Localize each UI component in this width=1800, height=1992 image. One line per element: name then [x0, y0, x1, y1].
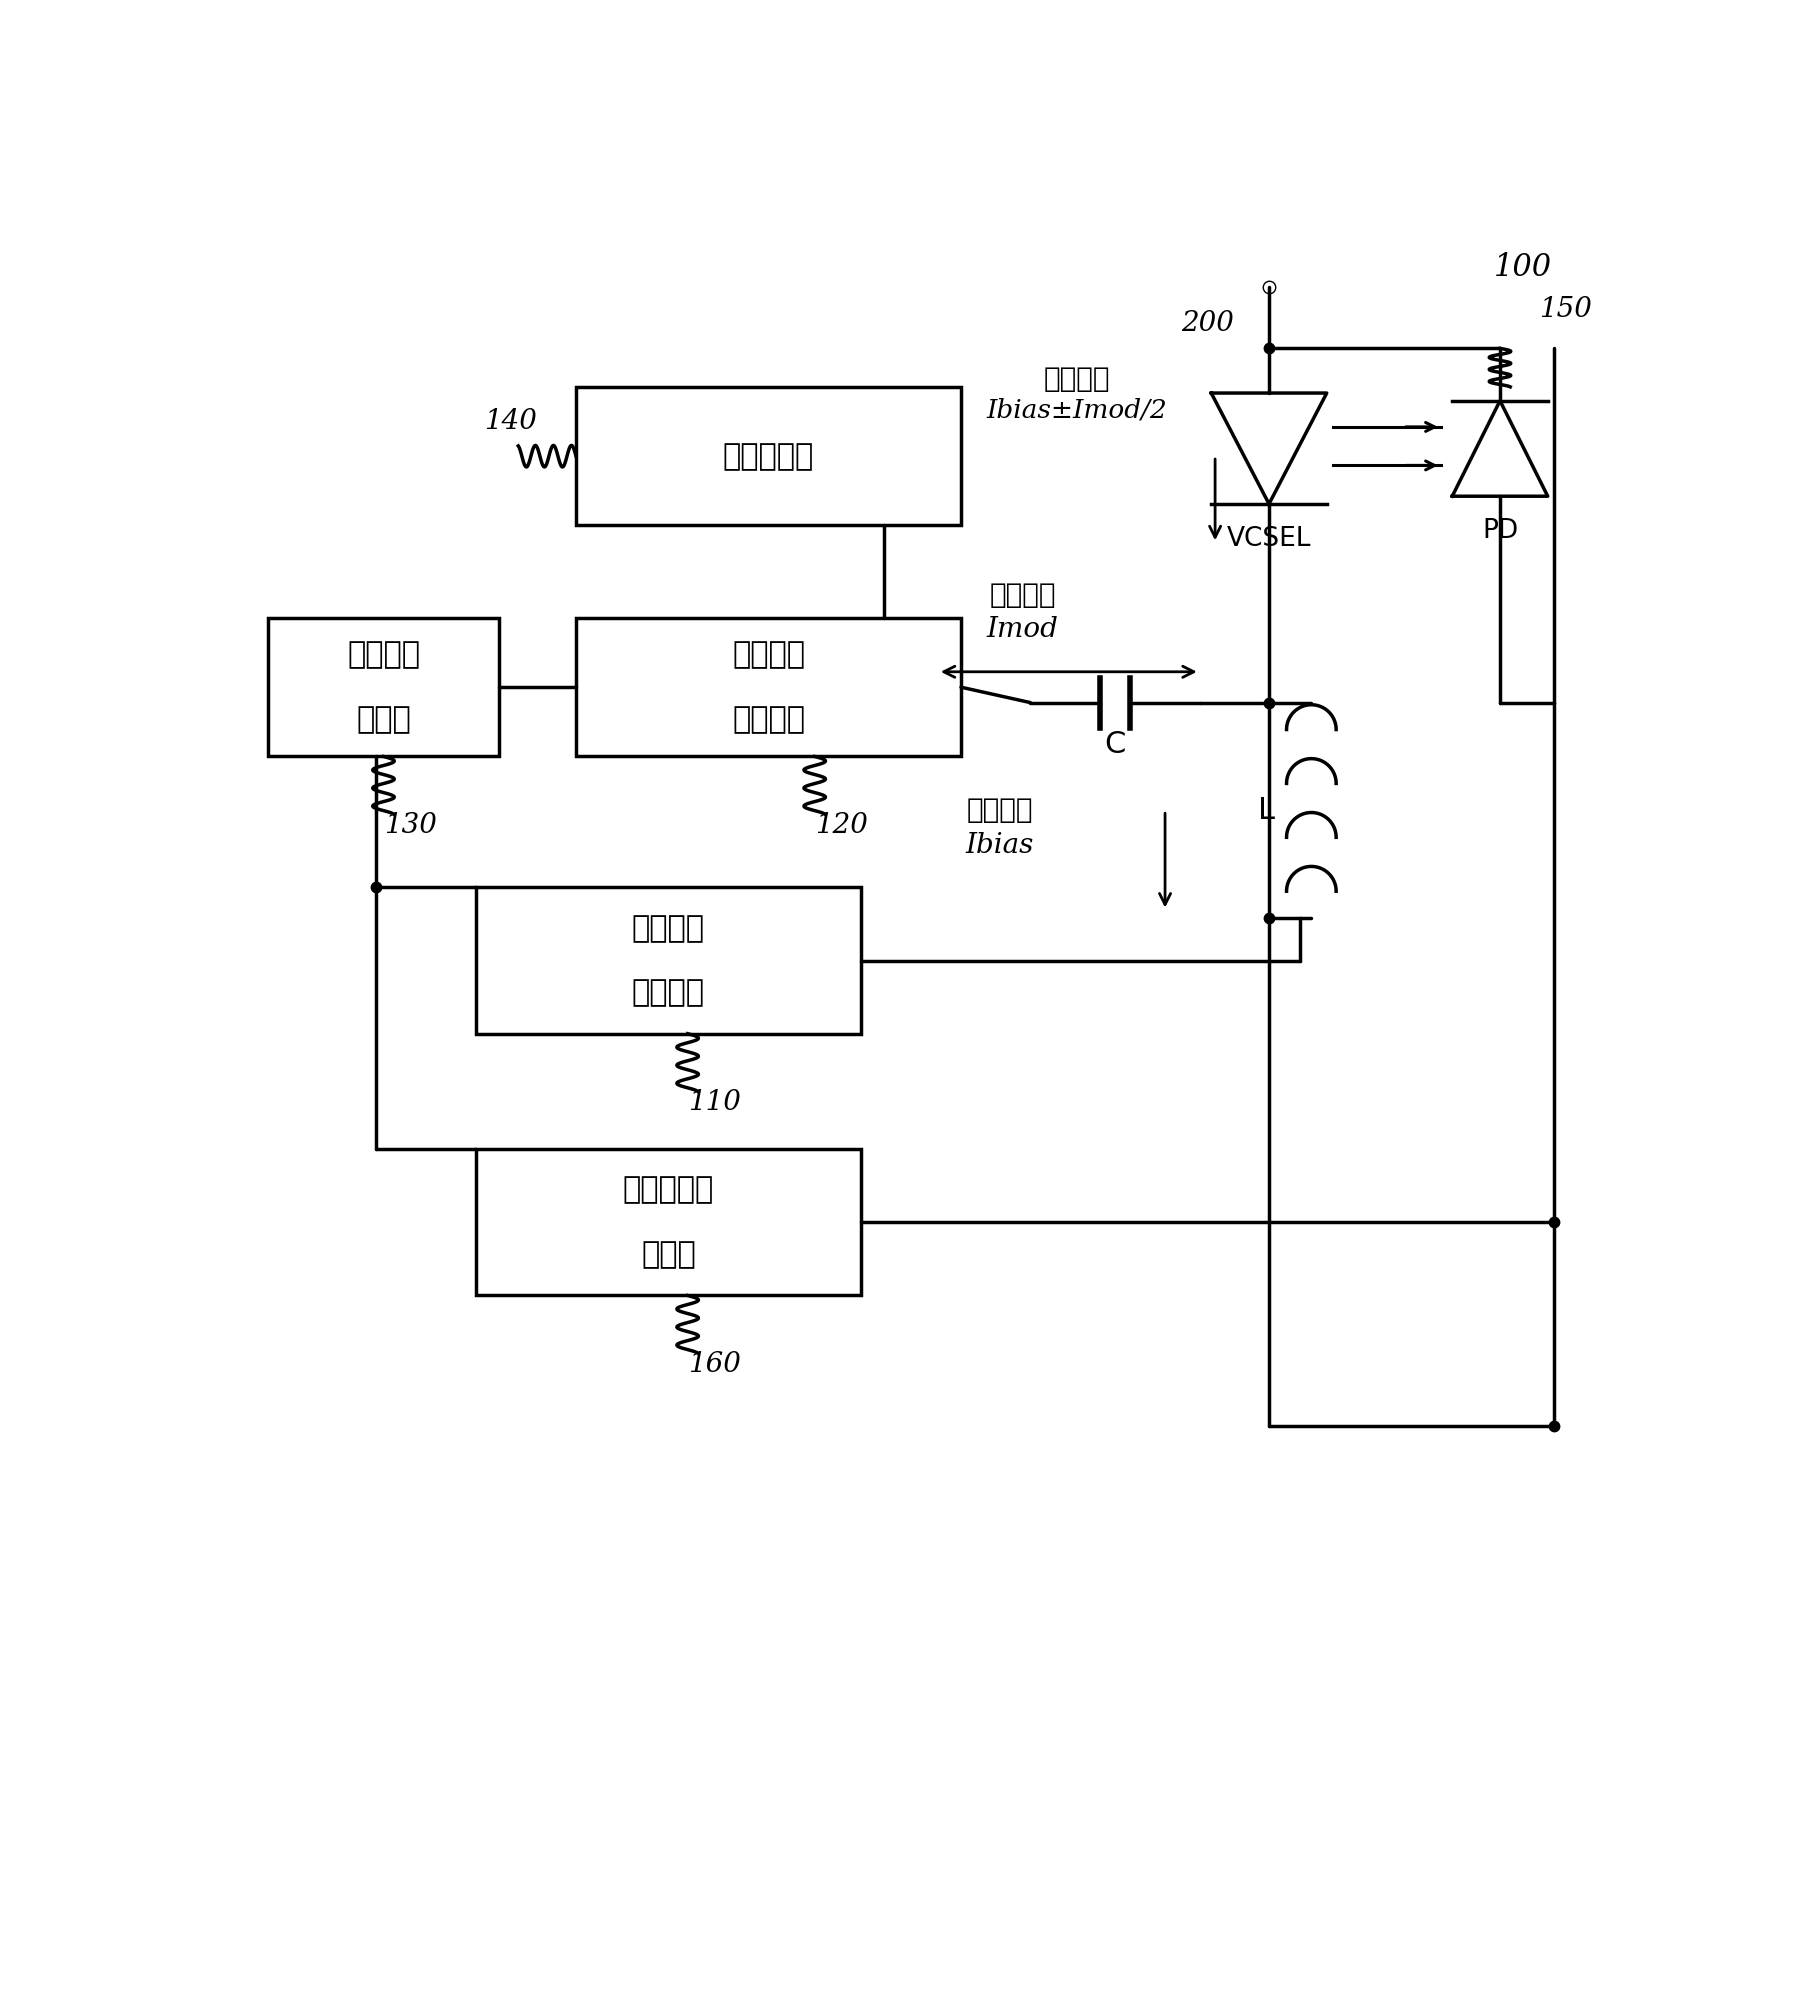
Text: 110: 110 — [688, 1090, 742, 1116]
Text: VCSEL: VCSEL — [1228, 526, 1310, 552]
Text: C: C — [1105, 731, 1125, 759]
Text: 130: 130 — [383, 813, 437, 839]
Text: 偏置电流: 偏置电流 — [967, 797, 1033, 825]
Text: Imod: Imod — [986, 616, 1058, 643]
Text: 平均发光量: 平均发光量 — [623, 1175, 715, 1205]
Text: 200: 200 — [1181, 311, 1233, 337]
Text: L: L — [1258, 797, 1274, 825]
Text: 150: 150 — [1539, 297, 1591, 323]
Text: 检测部: 检测部 — [641, 1241, 697, 1269]
Text: 偏置电流: 偏置电流 — [632, 914, 706, 942]
Bar — [576, 618, 961, 757]
Bar — [268, 618, 499, 757]
Text: Ibias±Imod/2: Ibias±Imod/2 — [986, 398, 1166, 422]
Text: Ibias: Ibias — [965, 831, 1033, 859]
Text: 驱动电路: 驱动电路 — [632, 978, 706, 1008]
Bar — [576, 386, 961, 526]
Text: 驱动电流: 驱动电流 — [1044, 365, 1111, 392]
Text: 100: 100 — [1494, 253, 1552, 283]
Text: 调制信号: 调制信号 — [347, 639, 419, 669]
Text: 调制电流: 调制电流 — [733, 639, 805, 669]
Text: 120: 120 — [815, 813, 868, 839]
Bar — [475, 1149, 860, 1295]
Text: 140: 140 — [484, 408, 536, 434]
Text: 驱动电路: 驱动电路 — [733, 705, 805, 733]
Text: PD: PD — [1481, 518, 1517, 544]
Text: 160: 160 — [688, 1351, 742, 1378]
Text: 调制电流: 调制电流 — [990, 582, 1057, 610]
Text: 生成部: 生成部 — [356, 705, 410, 733]
Bar — [475, 886, 860, 1034]
Text: 温度检测部: 温度检测部 — [724, 442, 814, 470]
